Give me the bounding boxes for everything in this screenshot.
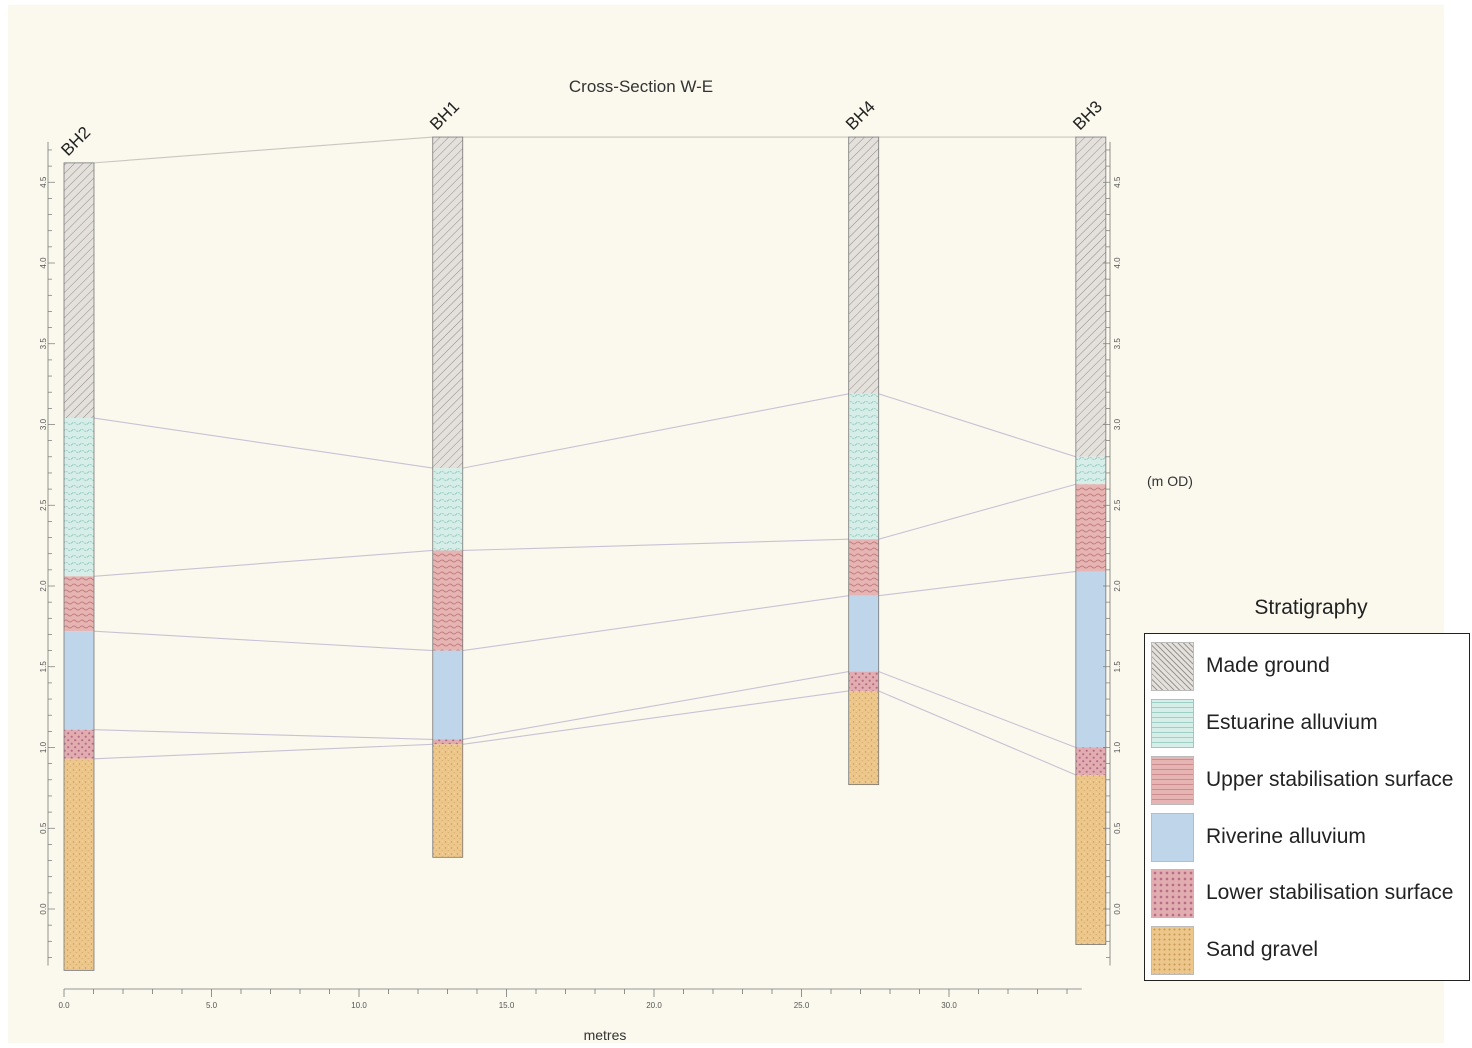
layer-made-ground	[432, 137, 463, 469]
correlation-line	[93, 549, 433, 577]
correlation-line	[878, 671, 1077, 749]
y-tick-label: 4.5	[1113, 176, 1122, 188]
layer-made-ground	[848, 137, 879, 394]
correlation-line	[462, 538, 849, 552]
borehole-label: BH2	[57, 123, 94, 160]
borehole-outline	[63, 162, 95, 971]
x-tick-label: 25.0	[794, 1001, 810, 1010]
legend-item-riverine-alluvium: Riverine alluvium	[1149, 813, 1467, 863]
layer-lower-ss	[848, 671, 879, 691]
layer-riverine	[848, 595, 879, 672]
layer-made-ground	[1075, 137, 1106, 457]
layer-estuarine	[432, 468, 463, 551]
correlation-line	[462, 671, 849, 740]
legend-item-upper-stabilisation-surface: Upper stabilisation surface	[1149, 756, 1467, 806]
y-tick-label: 0.5	[39, 822, 48, 834]
layer-upper-ss	[1075, 484, 1106, 572]
y-axis-label: (m OD)	[1147, 473, 1193, 489]
layer-lower-ss	[64, 729, 94, 759]
y-tick-label: 3.5	[1113, 338, 1122, 350]
correlation-line	[93, 136, 433, 164]
correlation-line	[462, 595, 849, 652]
y-tick-label: 0.0	[1113, 903, 1122, 915]
borehole-outline	[432, 136, 464, 858]
x-tick-label: 20.0	[646, 1001, 662, 1010]
borehole-label: BH1	[426, 97, 463, 134]
layer-sand-gravel	[848, 690, 879, 785]
layer-upper-ss	[432, 550, 463, 651]
chart-title: Cross-Section W-E	[569, 77, 713, 96]
correlation-line	[93, 630, 433, 652]
legend-title: Stratigraphy	[1254, 596, 1368, 619]
layer-sand-gravel	[432, 744, 463, 858]
layer-riverine	[64, 631, 94, 730]
correlation-line	[878, 393, 1077, 458]
riverine-alluvium-swatch	[1151, 813, 1194, 862]
y-tick-label: 1.0	[1113, 741, 1122, 753]
y-tick-label: 1.5	[1113, 661, 1122, 673]
y-tick-label: 4.0	[1113, 257, 1122, 269]
layer-lower-ss	[432, 739, 463, 745]
legend-item-made-ground: Made ground	[1149, 642, 1467, 692]
y-tick-label: 0.5	[1113, 822, 1122, 834]
y-tick-label: 3.5	[39, 338, 48, 350]
correlation-line	[462, 690, 849, 745]
borehole-label: BH3	[1069, 97, 1106, 134]
correlation-line	[93, 743, 433, 760]
correlation-line	[93, 729, 433, 740]
legend-label: Estuarine alluvium	[1206, 711, 1378, 734]
layer-sand-gravel	[1075, 774, 1106, 945]
layer-made-ground	[64, 162, 94, 419]
y-tick-label: 0.0	[39, 903, 48, 915]
borehole-outline	[848, 136, 880, 786]
legend-item-estuarine-alluvium: Estuarine alluvium	[1149, 699, 1467, 749]
legend-label: Sand gravel	[1206, 938, 1319, 961]
borehole-outline	[1075, 136, 1107, 945]
legend-label: Lower stabilisation surface	[1206, 881, 1454, 904]
x-axis-label: metres	[584, 1027, 627, 1043]
estuarine-alluvium-swatch	[1151, 699, 1194, 748]
made-ground-swatch	[1151, 642, 1194, 691]
layer-estuarine	[1075, 456, 1106, 485]
y-tick-label: 2.0	[1113, 580, 1122, 592]
sand-gravel-swatch	[1151, 926, 1194, 975]
borehole-label: BH4	[842, 97, 879, 134]
x-tick-label: 30.0	[941, 1001, 957, 1010]
legend-label: Riverine alluvium	[1206, 825, 1366, 848]
y-tick-label: 2.5	[1113, 499, 1122, 511]
correlation-line	[878, 690, 1077, 776]
layer-sand-gravel	[64, 758, 94, 971]
y-tick-label: 2.0	[39, 580, 48, 592]
layer-lower-ss	[1075, 747, 1106, 775]
layer-upper-ss	[848, 539, 879, 596]
correlation-line	[878, 483, 1076, 540]
correlation-line	[878, 570, 1076, 597]
layer-riverine	[432, 650, 463, 740]
legend-label: Upper stabilisation surface	[1206, 768, 1454, 791]
correlation-line	[462, 393, 849, 469]
x-tick-label: 10.0	[351, 1001, 367, 1010]
legend-item-lower-stabilisation-surface: Lower stabilisation surface	[1149, 869, 1467, 919]
y-tick-label: 1.5	[39, 661, 48, 673]
lower-stabilisation-surface-swatch	[1151, 869, 1194, 918]
legend: Made ground Estuarine alluvium Upper sta…	[1144, 633, 1470, 981]
legend-label: Made ground	[1206, 654, 1330, 677]
x-tick-label: 5.0	[206, 1001, 218, 1010]
legend-item-sand-gravel: Sand gravel	[1149, 926, 1467, 976]
y-tick-label: 4.0	[39, 257, 48, 269]
y-tick-label: 4.5	[39, 176, 48, 188]
x-tick-label: 15.0	[499, 1001, 515, 1010]
y-tick-label: 3.0	[39, 418, 48, 430]
layer-riverine	[1075, 571, 1106, 748]
y-tick-label: 1.0	[39, 741, 48, 753]
x-tick-label: 0.0	[58, 1001, 70, 1010]
layer-estuarine	[64, 418, 94, 577]
upper-stabilisation-surface-swatch	[1151, 756, 1194, 805]
layer-estuarine	[848, 393, 879, 540]
y-tick-label: 3.0	[1113, 418, 1122, 430]
y-tick-label: 2.5	[39, 499, 48, 511]
layer-upper-ss	[64, 576, 94, 632]
correlation-line	[93, 417, 433, 469]
